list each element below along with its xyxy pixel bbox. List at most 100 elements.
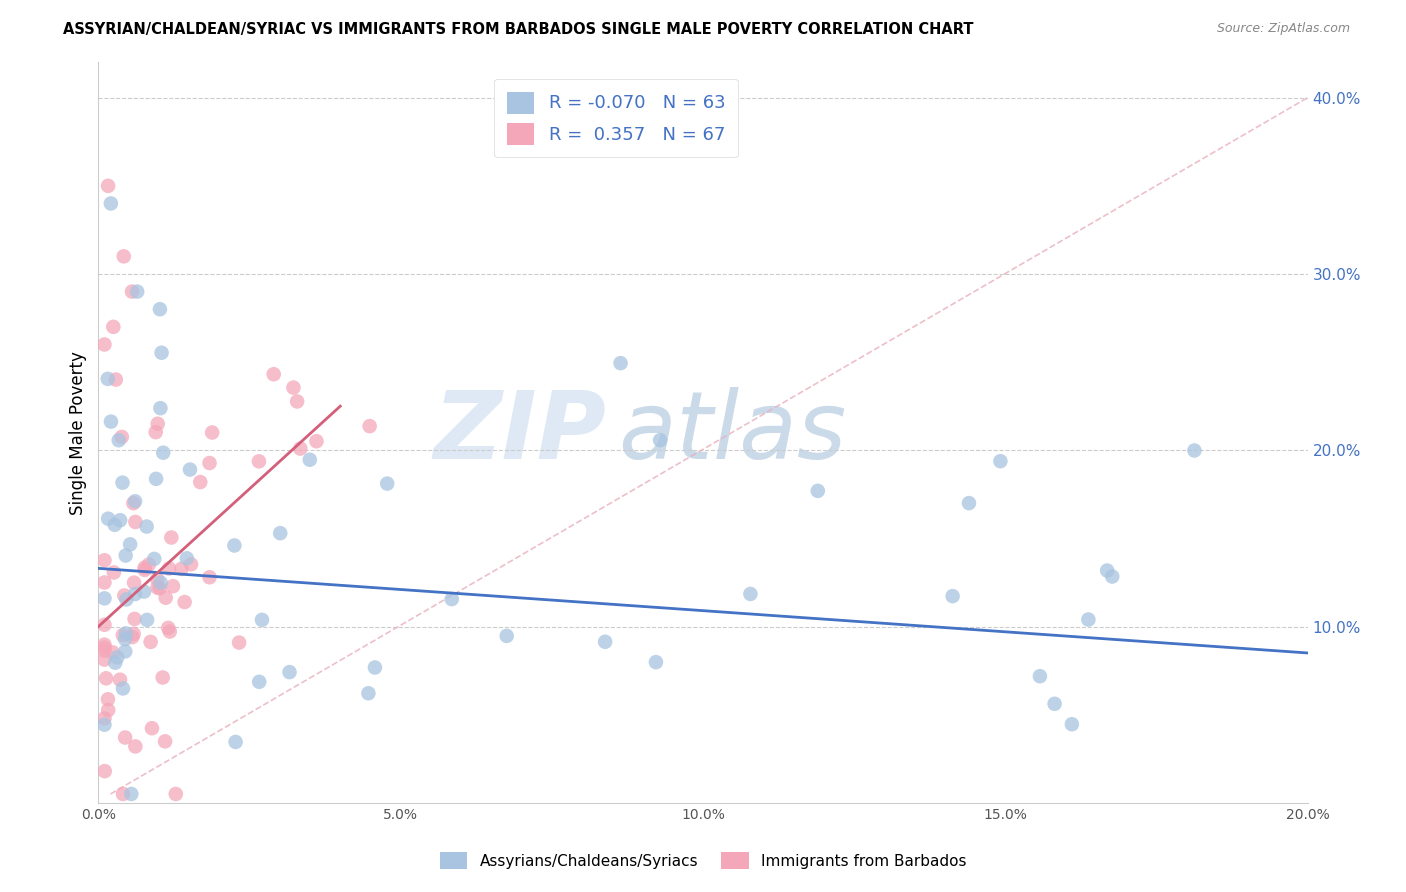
Point <box>188 475 211 489</box>
Point <box>1101 569 1123 583</box>
Point <box>145 425 167 439</box>
Point <box>269 526 291 541</box>
Point <box>176 551 198 566</box>
Point <box>957 496 980 510</box>
Point <box>93 337 115 351</box>
Point <box>104 517 127 532</box>
Point <box>127 285 149 299</box>
Point <box>440 592 463 607</box>
Point <box>111 475 134 490</box>
Point <box>152 446 174 460</box>
Point <box>375 476 398 491</box>
Point <box>97 511 120 525</box>
Point <box>120 787 142 801</box>
Point <box>149 401 172 416</box>
Point <box>146 417 169 431</box>
Point <box>357 686 380 700</box>
Point <box>145 472 167 486</box>
Point <box>593 634 616 648</box>
Point <box>93 764 115 779</box>
Point <box>115 626 138 640</box>
Point <box>263 368 285 382</box>
Point <box>290 442 312 456</box>
Point <box>138 558 160 572</box>
Point <box>160 531 183 545</box>
Point <box>180 558 202 572</box>
Point <box>93 717 115 731</box>
Point <box>228 635 250 649</box>
Point <box>198 570 221 584</box>
Point <box>942 589 965 603</box>
Point <box>122 496 145 510</box>
Point <box>1043 697 1066 711</box>
Text: ZIP: ZIP <box>433 386 606 479</box>
Point <box>740 587 762 601</box>
Point <box>93 643 115 657</box>
Point <box>114 644 136 658</box>
Point <box>121 630 143 644</box>
Text: ASSYRIAN/CHALDEAN/SYRIAC VS IMMIGRANTS FROM BARBADOS SINGLE MALE POVERTY CORRELA: ASSYRIAN/CHALDEAN/SYRIAC VS IMMIGRANTS F… <box>63 22 974 37</box>
Point <box>104 373 127 387</box>
Point <box>112 589 135 603</box>
Point <box>149 302 172 317</box>
Point <box>103 566 125 580</box>
Point <box>364 660 387 674</box>
Point <box>139 635 162 649</box>
Point <box>224 539 246 553</box>
Point <box>143 552 166 566</box>
Point <box>111 681 134 696</box>
Point <box>159 624 181 639</box>
Point <box>97 703 120 717</box>
Point <box>111 430 134 444</box>
Point <box>101 645 124 659</box>
Point <box>1029 669 1052 683</box>
Point <box>93 575 115 590</box>
Point <box>124 494 146 508</box>
Point <box>170 562 193 576</box>
Point <box>114 632 136 646</box>
Point <box>124 612 146 626</box>
Point <box>93 652 115 666</box>
Point <box>100 196 122 211</box>
Text: atlas: atlas <box>619 387 846 478</box>
Point <box>153 734 176 748</box>
Point <box>146 572 169 586</box>
Point <box>1095 564 1118 578</box>
Point <box>124 587 146 601</box>
Point <box>162 579 184 593</box>
Point <box>93 640 115 655</box>
Point <box>179 462 201 476</box>
Point <box>124 739 146 754</box>
Point <box>111 787 134 801</box>
Point <box>146 581 169 595</box>
Point <box>609 356 631 370</box>
Point <box>285 394 308 409</box>
Point <box>93 591 115 606</box>
Point <box>135 519 157 533</box>
Point <box>201 425 224 440</box>
Point <box>807 483 830 498</box>
Point <box>103 319 125 334</box>
Point <box>120 537 142 551</box>
Legend: R = -0.070   N = 63, R =  0.357   N = 67: R = -0.070 N = 63, R = 0.357 N = 67 <box>495 78 738 157</box>
Point <box>495 629 517 643</box>
Point <box>134 560 156 574</box>
Point <box>122 575 145 590</box>
Point <box>107 434 129 448</box>
Point <box>1060 717 1083 731</box>
Point <box>141 721 163 735</box>
Point <box>150 345 173 359</box>
Point <box>122 627 145 641</box>
Point <box>1184 443 1206 458</box>
Point <box>112 249 135 263</box>
Point <box>93 711 115 725</box>
Point <box>359 419 381 434</box>
Point <box>155 591 177 605</box>
Point <box>124 515 146 529</box>
Point <box>645 655 668 669</box>
Point <box>152 671 174 685</box>
Point <box>132 584 155 599</box>
Point <box>97 692 120 706</box>
Point <box>114 731 136 745</box>
Point <box>136 613 159 627</box>
